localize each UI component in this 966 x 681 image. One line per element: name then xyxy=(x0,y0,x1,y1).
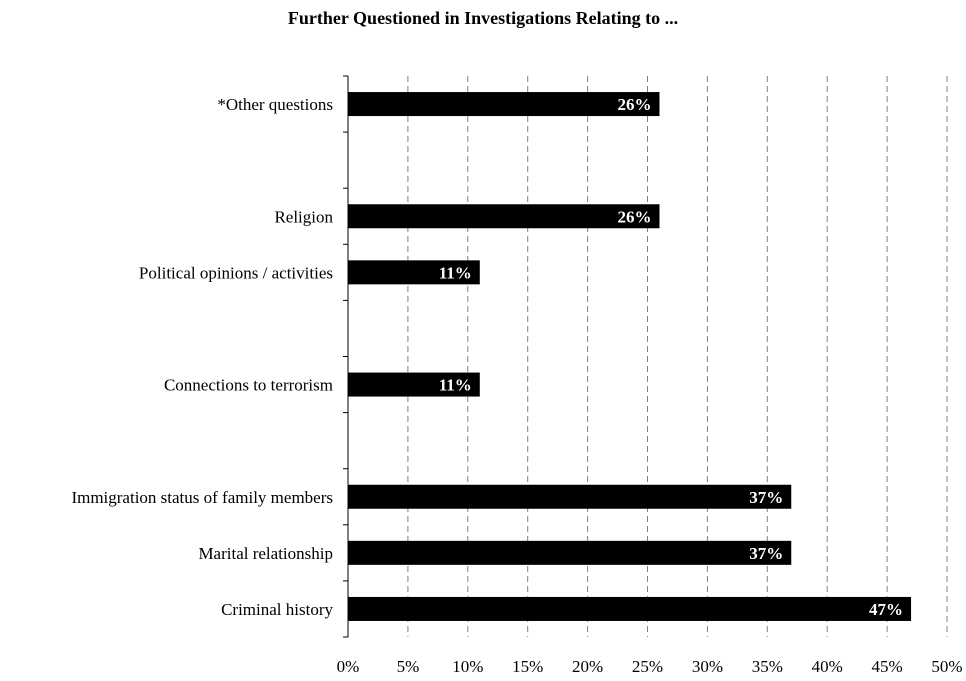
axes: 0% 5% 10% 15% 20% 25% 30% 35% 40% 45% 50% xyxy=(337,75,963,676)
labels: *Other questions 26% Religion 26% Political … xyxy=(71,95,903,619)
category-label: Political opinions / activities xyxy=(139,263,333,282)
category-label: Criminal history xyxy=(221,600,333,619)
category-label: Connections to terrorism xyxy=(164,376,333,395)
data-label: 11% xyxy=(439,376,472,395)
x-tick-label-20: 20% xyxy=(572,657,603,676)
data-label: 11% xyxy=(439,263,472,282)
category-label: *Other questions xyxy=(217,95,333,114)
x-tick-label-30: 30% xyxy=(692,657,723,676)
x-tick-label-40: 40% xyxy=(812,657,843,676)
x-tick-label-35: 35% xyxy=(752,657,783,676)
x-tick-label-0: 0% xyxy=(337,657,360,676)
x-tick-label-15: 15% xyxy=(512,657,543,676)
category-label: Immigration status of family members xyxy=(71,488,333,507)
bar xyxy=(348,260,480,285)
bar xyxy=(348,372,480,397)
bar xyxy=(348,92,660,117)
data-label: 26% xyxy=(617,95,651,114)
bar xyxy=(348,484,792,509)
x-tick-label-10: 10% xyxy=(452,657,483,676)
bar xyxy=(348,596,912,621)
category-label: Marital relationship xyxy=(198,544,333,563)
data-label: 47% xyxy=(869,600,903,619)
bar xyxy=(348,540,792,565)
x-tick-label-25: 25% xyxy=(632,657,663,676)
data-label: 26% xyxy=(617,207,651,226)
category-label: Religion xyxy=(274,207,333,226)
bar xyxy=(348,204,660,229)
gridlines xyxy=(407,76,948,637)
x-tick-label-45: 45% xyxy=(872,657,903,676)
data-label: 37% xyxy=(749,544,783,563)
data-label: 37% xyxy=(749,488,783,507)
x-tick-label-5: 5% xyxy=(397,657,420,676)
chart-title: Further Questioned in Investigations Rel… xyxy=(287,8,679,28)
x-tick-label-50: 50% xyxy=(931,657,962,676)
bars xyxy=(348,92,912,621)
